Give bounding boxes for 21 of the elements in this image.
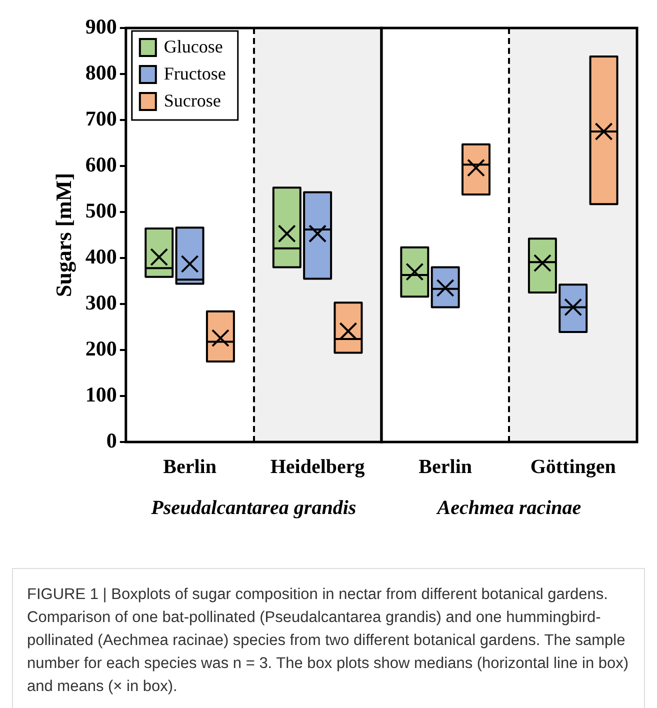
text: Aechmea racinae (435, 497, 582, 520)
y-tick-label: 700 (85, 106, 117, 130)
y-tick-label: 100 (85, 382, 117, 406)
y-tick-label: 400 (85, 244, 117, 268)
legend-label: Glucose (164, 36, 223, 57)
y-axis-title: Sugars [mM] (50, 172, 76, 298)
text: Pseudalcantarea grandis (150, 497, 356, 520)
caption: FIGURE 1 | Boxplots of sugar composition in nectar from different botanical gardens. Comparison of one bat-pollinated (Pseudalcantarea grandis) and one hummingbird-pollinated (Aechmea racinae) species from two different botanical gardens. The sample number for each species was n = 3. The box plots show medians (horizontal line in box) and means (× in box). (12, 568, 645, 708)
legend-label: Fructose (164, 64, 226, 84)
x-tick-label: Berlin (418, 456, 472, 478)
y-tick-label: 900 (85, 14, 117, 38)
legend-label: Sucrose (164, 90, 221, 111)
x-tick-label: Göttingen (530, 456, 616, 478)
y-tick-label: 0 (106, 428, 117, 452)
x-tick-label: Berlin (163, 456, 216, 478)
y-tick-label: 200 (85, 336, 117, 360)
x-tick-label: Heidelberg (270, 456, 365, 478)
y-tick-label: 300 (85, 290, 117, 314)
y-tick-label: 600 (85, 152, 117, 176)
y-tick-label: 500 (85, 198, 117, 222)
y-tick-label: 800 (85, 60, 117, 84)
